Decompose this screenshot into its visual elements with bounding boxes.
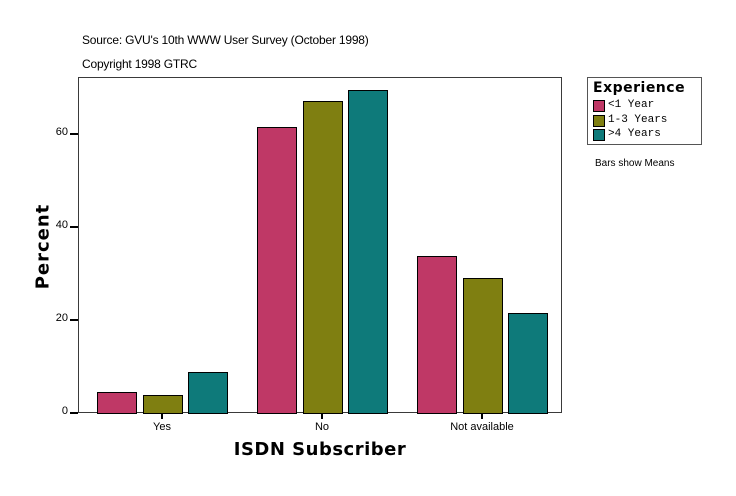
y-tick-20 (70, 319, 78, 321)
footnote: Bars show Means (595, 158, 675, 169)
x-tick-yes (161, 413, 163, 419)
bar-yes-2 (188, 372, 228, 414)
x-tick-label: Not available (450, 421, 514, 433)
y-tick-0 (70, 412, 78, 414)
copyright-note: Copyright 1998 GTRC (82, 57, 197, 71)
y-tick-label: 0 (61, 405, 68, 417)
bar-not-available-0 (417, 256, 457, 414)
x-axis-title: ISDN Subscriber (233, 439, 407, 460)
y-tick-label: 20 (55, 312, 68, 324)
legend-label: 1-3 Years (608, 114, 668, 126)
legend: Experience <1 Year 1-3 Years >4 Years (587, 77, 702, 145)
bar-no-2 (348, 90, 388, 414)
legend-swatch (593, 129, 605, 141)
source-note: Source: GVU's 10th WWW User Survey (Octo… (82, 33, 369, 47)
x-tick-label: No (314, 421, 330, 433)
x-tick-no (321, 413, 323, 419)
legend-swatch (593, 100, 605, 112)
y-tick-40 (70, 226, 78, 228)
legend-label: <1 Year (608, 99, 655, 111)
legend-label: >4 Years (608, 128, 661, 140)
bar-yes-1 (143, 395, 183, 414)
legend-title: Experience (593, 80, 686, 96)
x-tick-not-available (481, 413, 483, 419)
y-tick-60 (70, 133, 78, 135)
bar-not-available-1 (463, 278, 503, 414)
bar-no-1 (303, 101, 343, 414)
bar-no-0 (257, 127, 297, 414)
y-tick-label: 60 (55, 126, 68, 138)
bar-yes-0 (97, 392, 137, 414)
y-axis-title: Percent (32, 203, 54, 290)
x-tick-label: Yes (153, 421, 171, 433)
bar-not-available-2 (508, 313, 548, 414)
legend-swatch (593, 115, 605, 127)
y-tick-label: 40 (55, 219, 68, 231)
